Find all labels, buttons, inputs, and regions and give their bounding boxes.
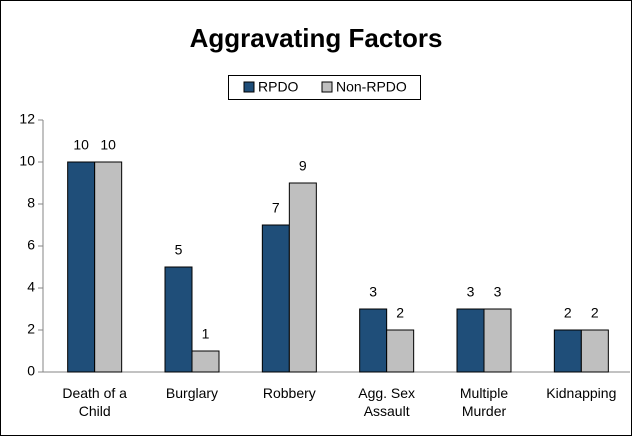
y-tick-label: 2 [27, 321, 35, 337]
x-tick-label: Multiple Murder [459, 385, 509, 419]
data-label: 7 [272, 200, 280, 216]
y-tick-label: 6 [27, 237, 35, 253]
legend-swatch [321, 81, 333, 93]
x-tick-label: Death of a Child [62, 385, 127, 419]
chart-title: Aggravating Factors [190, 23, 443, 53]
data-label: 5 [175, 242, 183, 258]
bar [261, 224, 290, 373]
bar [580, 329, 609, 373]
legend-label: RPDO [258, 79, 299, 95]
x-tick-label: Burglary [165, 385, 219, 401]
y-tick-label: 0 [27, 363, 35, 379]
data-label: 10 [100, 137, 116, 153]
data-label: 2 [564, 305, 572, 321]
x-tick-label: Agg. Sex Assault [358, 385, 416, 419]
data-label: 3 [467, 284, 475, 300]
y-tick-label: 8 [27, 195, 35, 211]
bar [94, 161, 123, 373]
bar [359, 308, 388, 373]
bar [164, 266, 193, 373]
data-label: 2 [591, 305, 599, 321]
data-label: 3 [494, 284, 502, 300]
bar [553, 329, 582, 373]
x-tick-label: Robbery [262, 385, 316, 401]
bar [456, 308, 485, 373]
data-label: 10 [73, 137, 89, 153]
bar [288, 182, 317, 373]
y-tick-label: 4 [27, 279, 35, 295]
legend-swatch [243, 81, 255, 93]
bar [483, 308, 512, 373]
bar [191, 350, 220, 373]
data-label: 9 [299, 158, 307, 174]
bar [67, 161, 96, 373]
x-tick-label: Kidnapping [546, 385, 617, 401]
y-tick-label: 12 [19, 111, 35, 127]
legend-label: Non-RPDO [336, 79, 407, 95]
data-label: 3 [369, 284, 377, 300]
y-tick-label: 10 [19, 153, 35, 169]
data-label: 2 [396, 305, 404, 321]
data-label: 1 [202, 326, 210, 342]
bar [386, 329, 415, 373]
